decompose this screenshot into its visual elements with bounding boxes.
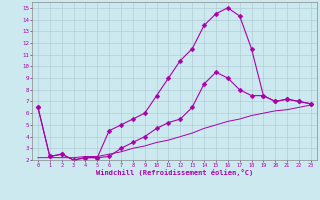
X-axis label: Windchill (Refroidissement éolien,°C): Windchill (Refroidissement éolien,°C) [96, 169, 253, 176]
